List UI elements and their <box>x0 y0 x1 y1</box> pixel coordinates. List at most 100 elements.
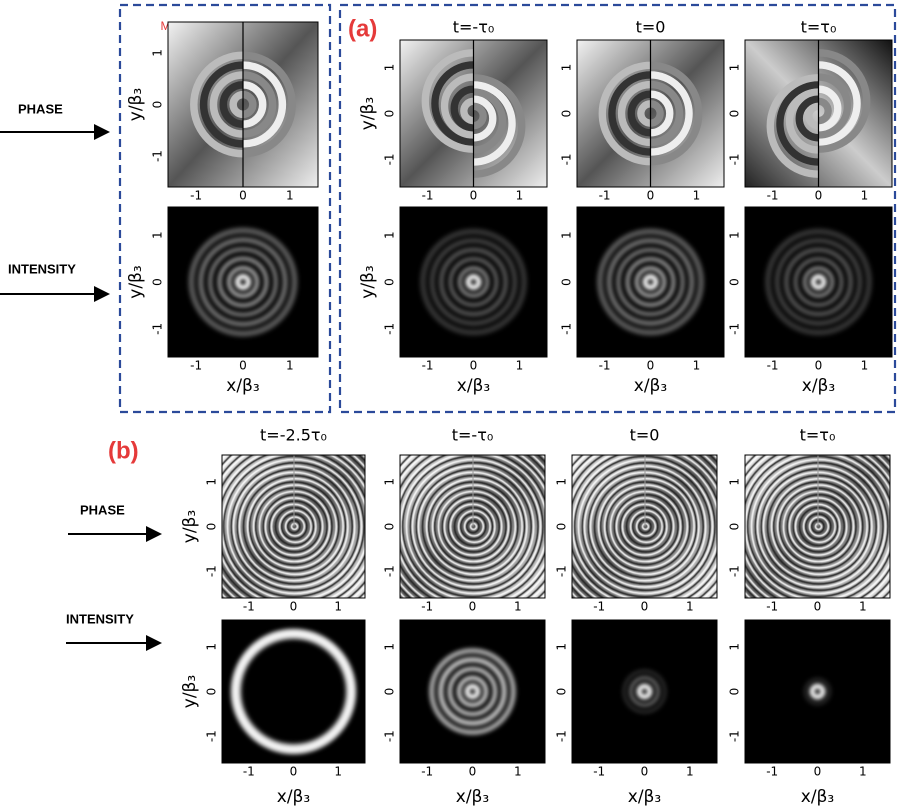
y-tick-label: 1 <box>205 478 219 486</box>
x-tick-label: 0 <box>290 765 298 779</box>
y-tick-label: -1 <box>383 730 397 742</box>
ring <box>629 509 663 544</box>
half-ring <box>818 97 832 125</box>
ring <box>629 676 660 707</box>
y-tick-label: 0 <box>383 110 397 118</box>
y-tick-label: 0 <box>205 688 219 696</box>
ring <box>268 500 322 553</box>
ring <box>634 266 667 298</box>
arrow-head <box>94 124 110 140</box>
ring <box>188 227 298 337</box>
intensity-image <box>745 207 892 357</box>
x-tick-label: 1 <box>859 600 867 614</box>
ring <box>625 257 676 307</box>
row-label: INTENSITY <box>66 611 134 626</box>
half-ring <box>421 49 474 153</box>
ring <box>208 247 278 317</box>
ring <box>237 635 350 748</box>
frame <box>221 454 366 599</box>
y-tick-label: -1 <box>383 565 397 577</box>
half-ring <box>608 71 651 156</box>
x-tick-label: 0 <box>641 600 649 614</box>
split <box>472 455 474 527</box>
y-tick-label: -1 <box>560 153 574 165</box>
x-tick-label: -1 <box>593 600 605 614</box>
ring <box>622 669 667 714</box>
half-ring <box>766 74 819 178</box>
frame <box>167 206 319 358</box>
ring <box>808 516 830 537</box>
panel-label: (a) <box>348 15 377 42</box>
x-tick-label: 1 <box>693 359 701 373</box>
half-ring <box>209 71 244 138</box>
x-tick-label: -1 <box>421 765 433 779</box>
half-ring <box>818 85 842 132</box>
ring <box>262 493 328 560</box>
x-tick-label: -1 <box>767 359 779 373</box>
y-tick-label: -1 <box>555 730 569 742</box>
phase-image <box>577 40 724 187</box>
y-tick-label: -1 <box>728 153 742 165</box>
x-tick-label: -1 <box>422 359 434 373</box>
x-tick-label: -1 <box>599 189 611 203</box>
intensity-image <box>168 207 318 357</box>
x-axis-label: x/β₃ <box>226 376 259 396</box>
ring <box>642 273 659 291</box>
half-ring <box>650 71 693 156</box>
arrow-head <box>94 286 110 302</box>
ring <box>447 500 501 553</box>
frame <box>744 39 893 188</box>
ring <box>415 468 533 585</box>
row-label-group: PHASE INTENSITY PHASE INTENSITY <box>0 101 162 651</box>
x-tick-label: 1 <box>693 189 701 203</box>
background <box>222 620 365 763</box>
x-tick-label: 1 <box>286 189 294 203</box>
ring <box>217 256 269 308</box>
y-tick-label: -1 <box>560 323 574 335</box>
y-tick-label: 0 <box>728 688 742 696</box>
y-tick-label: -1 <box>151 150 165 162</box>
ring <box>429 648 516 735</box>
ring <box>754 461 884 592</box>
y-tick-label: -1 <box>151 323 165 335</box>
ring <box>776 484 862 569</box>
column-title: t=τ₀ <box>801 18 837 37</box>
half-ring <box>440 73 474 139</box>
half-ring <box>242 90 257 119</box>
row-label: PHASE <box>18 101 63 116</box>
y-tick-label: 1 <box>205 643 219 651</box>
x-tick-label: -1 <box>243 600 255 614</box>
ring <box>636 683 653 700</box>
half-ring <box>229 90 244 119</box>
ring <box>438 657 507 726</box>
column-title: t=0 <box>636 18 666 37</box>
phase-image <box>745 40 892 187</box>
ring <box>774 238 863 326</box>
split <box>644 455 646 527</box>
half-ring <box>242 61 287 148</box>
half-ring <box>650 100 664 127</box>
frame <box>399 39 548 188</box>
y-tick-label: 1 <box>555 643 569 651</box>
ring <box>419 228 528 336</box>
ring <box>284 516 306 537</box>
x-tick-label: -1 <box>766 765 778 779</box>
x-tick-label: 1 <box>516 359 524 373</box>
half-ring <box>450 85 474 132</box>
y-tick-label: -1 <box>728 730 742 742</box>
split <box>293 455 295 527</box>
rings <box>622 669 667 714</box>
half-ring <box>805 102 819 130</box>
y-tick-label: 0 <box>383 278 397 286</box>
phase-image <box>400 455 545 598</box>
half-ring <box>431 61 474 146</box>
ring <box>278 509 312 544</box>
ring <box>246 477 344 576</box>
x-tick-label: 1 <box>514 765 522 779</box>
frame <box>221 619 366 764</box>
x-tick-label: 0 <box>814 765 822 779</box>
y-tick-label: 0 <box>728 523 742 531</box>
column-title: t=-2.5τ₀ <box>260 426 327 445</box>
intensity-image <box>222 620 365 763</box>
y-tick-label: 1 <box>728 643 742 651</box>
